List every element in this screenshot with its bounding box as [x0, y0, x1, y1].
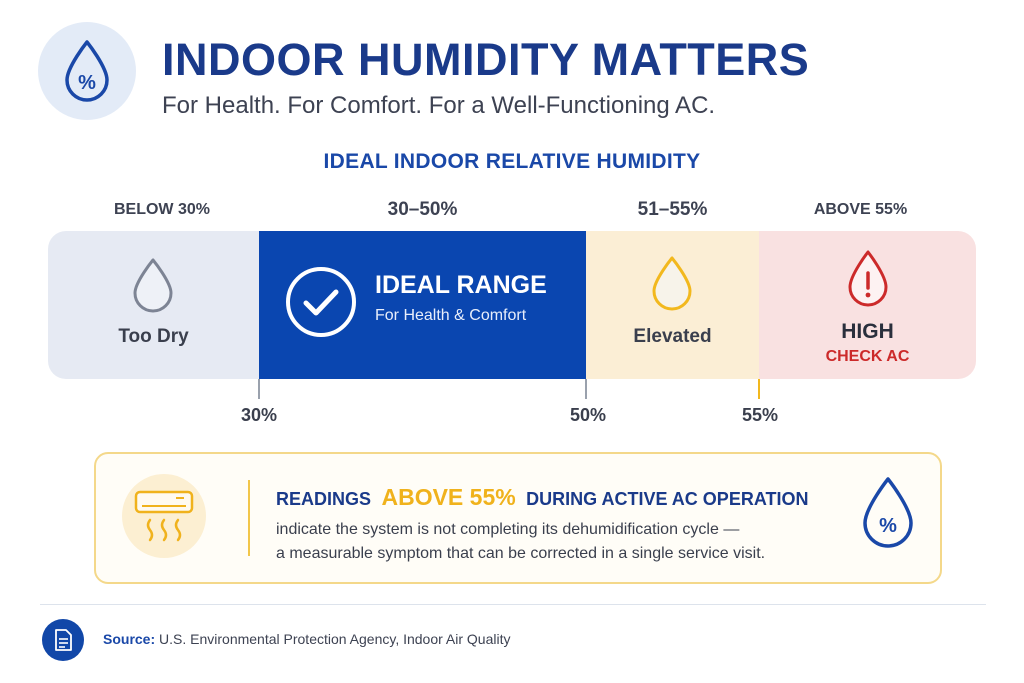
air-conditioner-icon [134, 490, 194, 542]
logo-badge: % [38, 22, 136, 120]
source-badge [42, 619, 84, 661]
range-label-high: ABOVE 55% [813, 201, 908, 218]
segment-high: HIGH CHECK AC [759, 231, 976, 379]
tick-label-50: 50% [569, 405, 607, 425]
tick-label-55: 55% [741, 405, 779, 425]
callout-body-line-2: a measurable symptom that can be correct… [276, 545, 766, 562]
callout-heading-highlight: ABOVE 55% [381, 484, 516, 510]
tick-50 [585, 379, 587, 399]
tick-55 [758, 379, 760, 399]
check-circle-icon [286, 267, 356, 337]
source-text: U.S. Environmental Protection Agency, In… [159, 631, 511, 647]
humidity-drop-percent-icon: % [65, 40, 109, 102]
callout-divider [248, 480, 250, 556]
callout-body: indicate the system is not completing it… [276, 518, 765, 566]
ideal-range-subtitle: For Health & Comfort [375, 307, 527, 324]
svg-text:%: % [879, 515, 897, 537]
check-ac-label: CHECK AC [825, 348, 910, 365]
callout-heading: READINGS ABOVE 55% DURING ACTIVE AC OPER… [276, 484, 808, 511]
source-label: Source: [103, 631, 156, 647]
segment-elevated: Elevated [586, 231, 759, 379]
segment-too-dry: Too Dry [48, 231, 259, 379]
drop-outline-icon [133, 258, 173, 313]
scale-title: IDEAL INDOOR RELATIVE HUMIDITY [323, 150, 701, 173]
tick-label-30: 30% [240, 405, 278, 425]
segment-ideal: IDEAL RANGE For Health & Comfort [259, 231, 586, 379]
elevated-label: Elevated [633, 326, 712, 347]
ac-icon-badge [122, 474, 206, 558]
ac-callout-box: READINGS ABOVE 55% DURING ACTIVE AC OPER… [94, 452, 942, 584]
source-citation: Source: U.S. Environmental Protection Ag… [103, 631, 511, 647]
tick-30 [258, 379, 260, 399]
humidity-drop-percent-icon: % [863, 477, 913, 548]
too-dry-label: Too Dry [118, 326, 189, 347]
document-icon [55, 629, 72, 651]
callout-heading-pre: READINGS [276, 489, 372, 509]
footer-divider [40, 604, 986, 605]
humidity-scale-band: Too Dry IDEAL RANGE For Health & Comfort… [48, 231, 976, 379]
ideal-range-title: IDEAL RANGE [375, 271, 547, 299]
range-label-ideal: 30–50% [387, 199, 458, 220]
callout-heading-post: DURING ACTIVE AC OPERATION [526, 489, 809, 509]
svg-text:%: % [78, 72, 96, 94]
drop-alert-icon [848, 250, 888, 307]
high-label: HIGH [841, 320, 894, 343]
range-label-elevated: 51–55% [637, 199, 708, 220]
page-title: INDOOR HUMIDITY MATTERS [162, 34, 810, 85]
callout-body-line-1: indicate the system is not completing it… [276, 521, 740, 538]
range-label-dry: BELOW 30% [113, 201, 210, 218]
drop-yellow-icon [652, 256, 692, 311]
page-subtitle: For Health. For Comfort. For a Well-Func… [162, 92, 716, 119]
